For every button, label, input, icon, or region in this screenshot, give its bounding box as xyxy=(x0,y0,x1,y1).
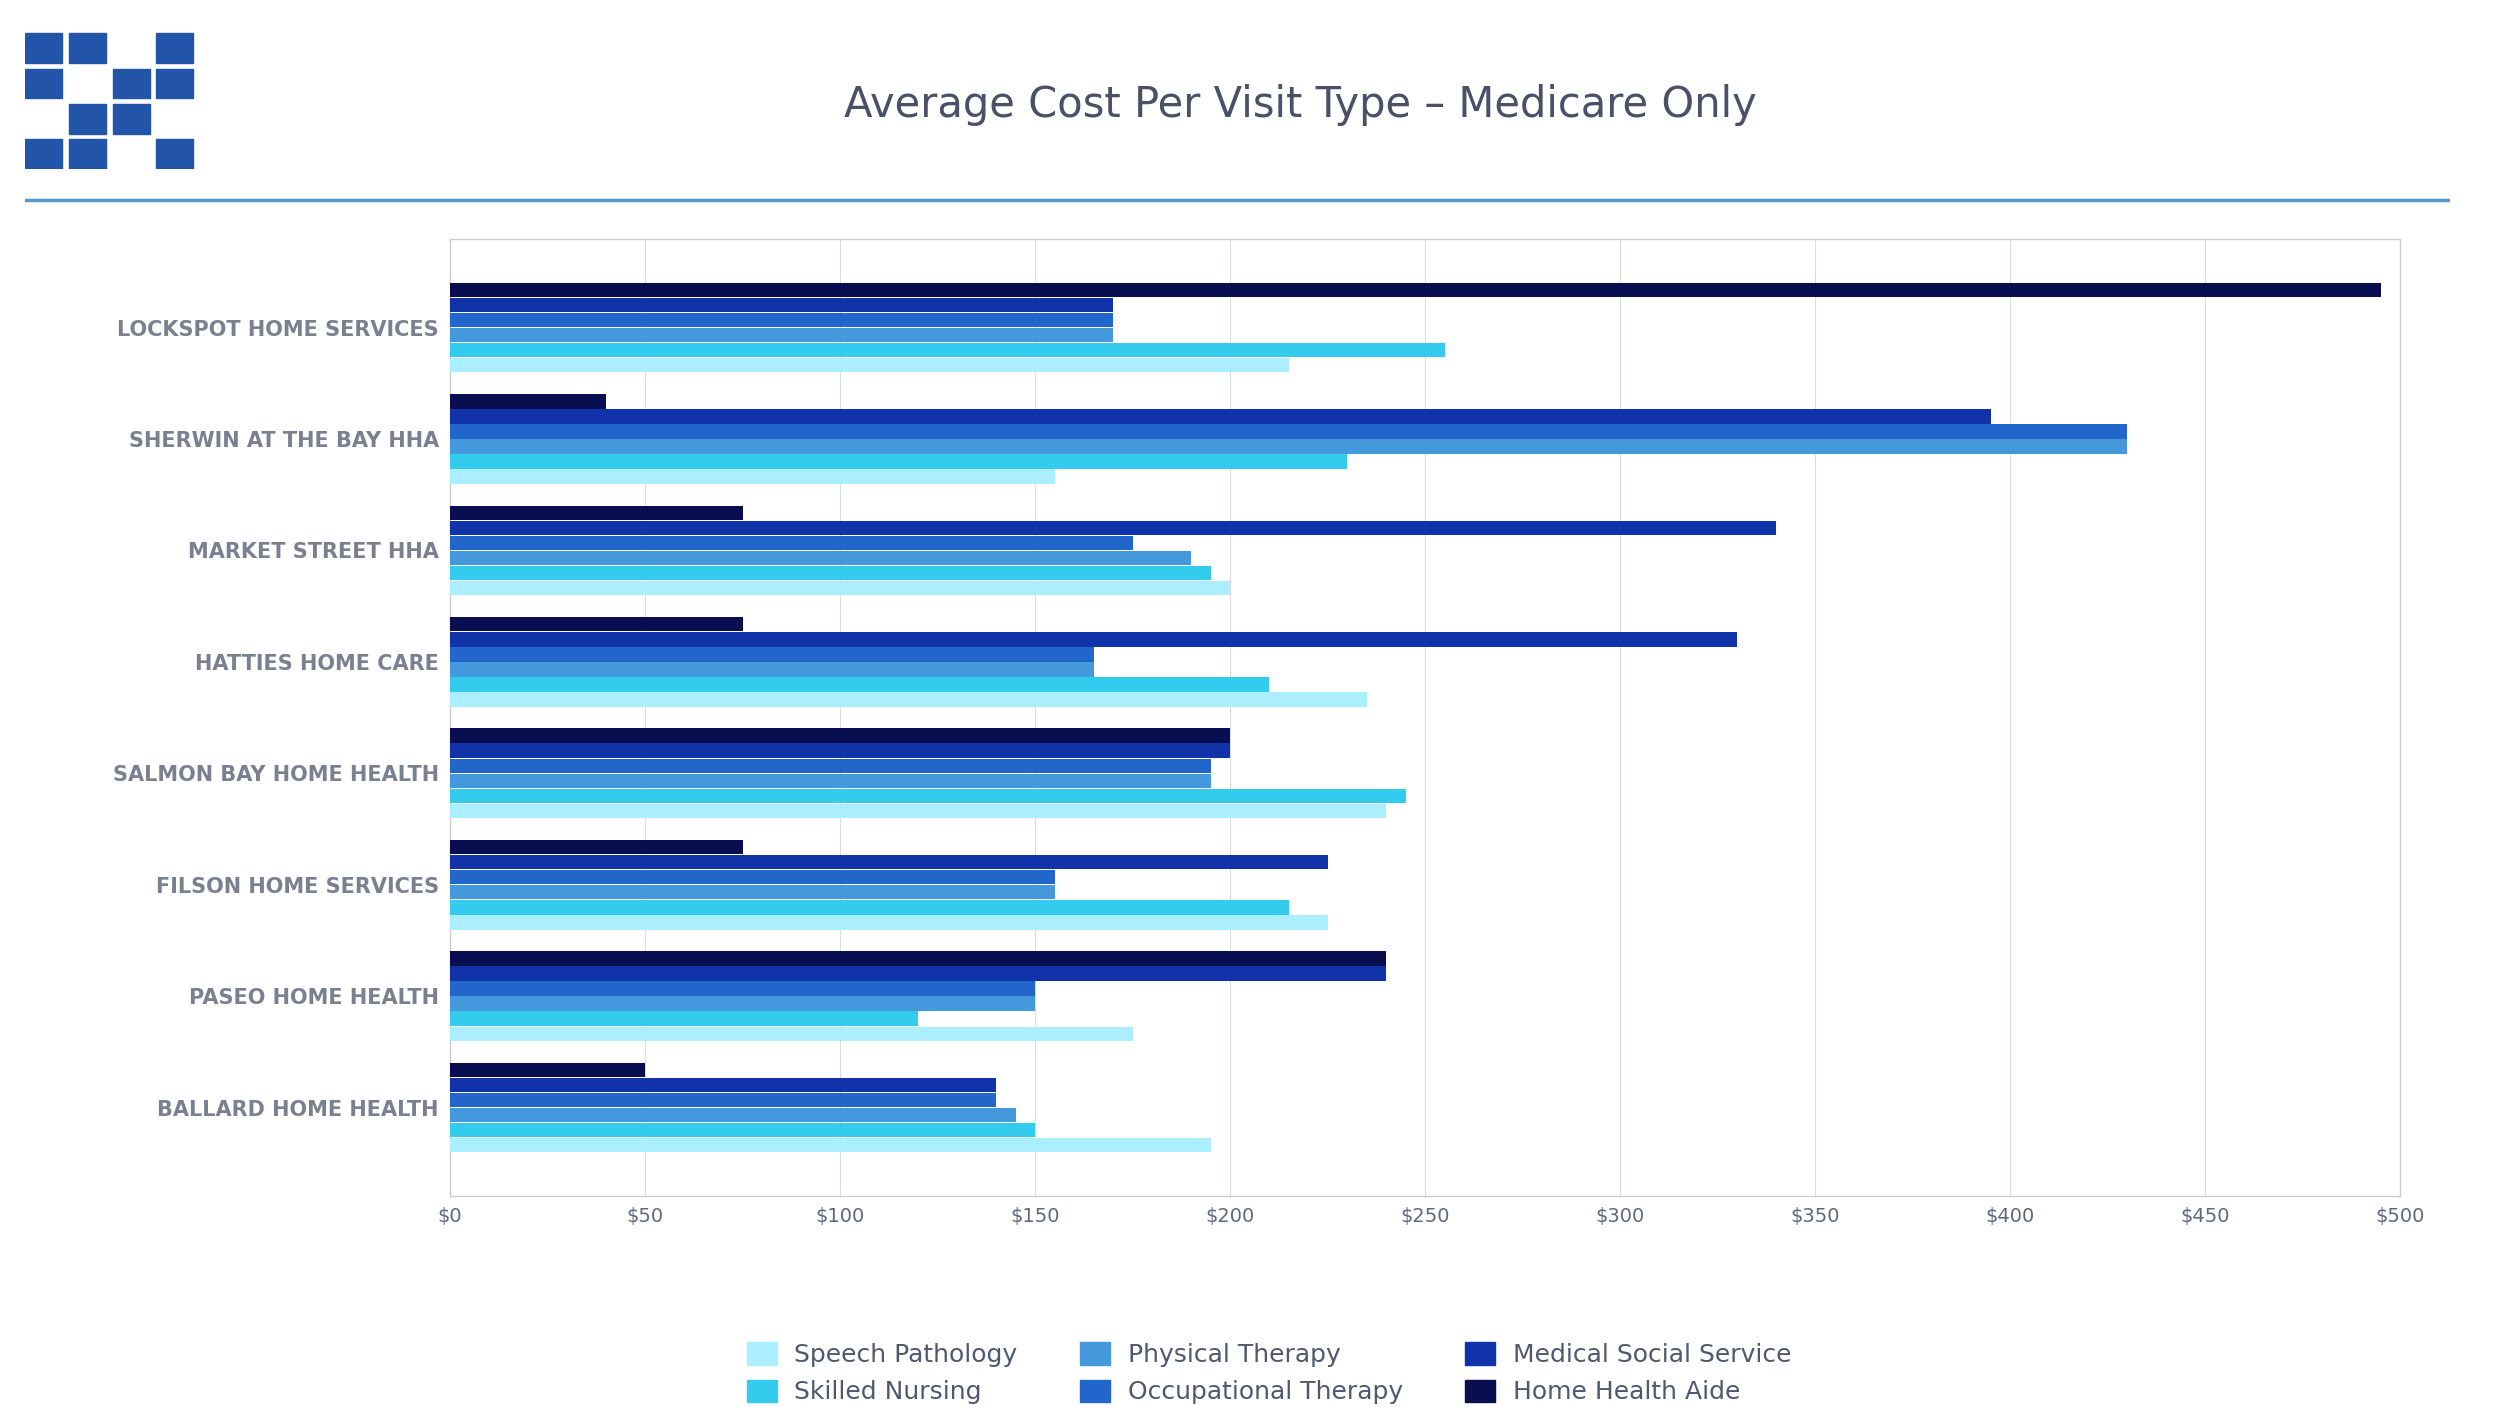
Bar xyxy=(155,104,192,134)
Bar xyxy=(450,1062,645,1078)
Bar xyxy=(450,424,2128,439)
Bar xyxy=(450,677,1270,692)
Bar xyxy=(450,663,1092,677)
Bar xyxy=(450,312,1112,328)
Bar xyxy=(450,996,1035,1012)
Bar xyxy=(450,521,1775,535)
Bar xyxy=(450,298,1112,312)
Bar xyxy=(450,758,1210,772)
Bar xyxy=(25,34,62,63)
Bar xyxy=(450,1012,918,1026)
Bar xyxy=(112,34,150,63)
Bar xyxy=(450,870,1055,885)
Bar xyxy=(450,343,1445,357)
Bar xyxy=(450,632,1737,647)
Bar xyxy=(450,454,1348,469)
Bar xyxy=(450,743,1230,758)
Bar xyxy=(450,1107,1015,1123)
Bar xyxy=(450,470,1055,484)
Bar xyxy=(25,104,62,134)
Bar xyxy=(450,409,1990,424)
Bar xyxy=(450,1027,1132,1041)
Bar xyxy=(155,139,192,169)
Bar xyxy=(450,505,742,521)
Bar xyxy=(450,855,1328,870)
Bar xyxy=(450,1138,1210,1152)
Bar xyxy=(450,1123,1035,1137)
Bar xyxy=(70,139,105,169)
Bar xyxy=(70,104,105,134)
Bar xyxy=(450,774,1210,788)
Bar xyxy=(450,283,2380,297)
Bar xyxy=(450,536,1132,550)
Bar xyxy=(450,1093,995,1107)
Bar xyxy=(450,692,1368,706)
Bar xyxy=(450,439,2128,453)
Bar xyxy=(155,34,192,63)
Bar xyxy=(450,967,1385,981)
Bar xyxy=(450,788,1405,803)
Bar xyxy=(450,951,1385,965)
Bar xyxy=(155,69,192,98)
Bar xyxy=(450,840,742,854)
Bar xyxy=(450,982,1035,996)
Bar xyxy=(112,104,150,134)
Bar xyxy=(450,885,1055,899)
Bar xyxy=(450,581,1230,595)
Bar xyxy=(450,647,1092,661)
Bar xyxy=(70,69,105,98)
Bar xyxy=(450,566,1210,580)
Bar xyxy=(70,34,105,63)
Bar xyxy=(450,618,742,632)
Text: Average Cost Per Visit Type – Medicare Only: Average Cost Per Visit Type – Medicare O… xyxy=(842,84,1758,127)
Bar xyxy=(450,328,1112,342)
Bar xyxy=(450,550,1190,566)
Bar xyxy=(25,139,62,169)
Bar xyxy=(450,1078,995,1092)
Bar xyxy=(450,729,1230,743)
Bar xyxy=(450,357,1288,373)
Bar xyxy=(450,915,1328,930)
Bar xyxy=(450,394,605,408)
Bar xyxy=(112,139,150,169)
Bar xyxy=(450,803,1385,817)
Legend: Speech Pathology, Skilled Nursing, Physical Therapy, Occupational Therapy, Medic: Speech Pathology, Skilled Nursing, Physi… xyxy=(748,1342,1790,1404)
Bar xyxy=(450,900,1288,915)
Bar xyxy=(112,69,150,98)
Bar xyxy=(25,69,62,98)
